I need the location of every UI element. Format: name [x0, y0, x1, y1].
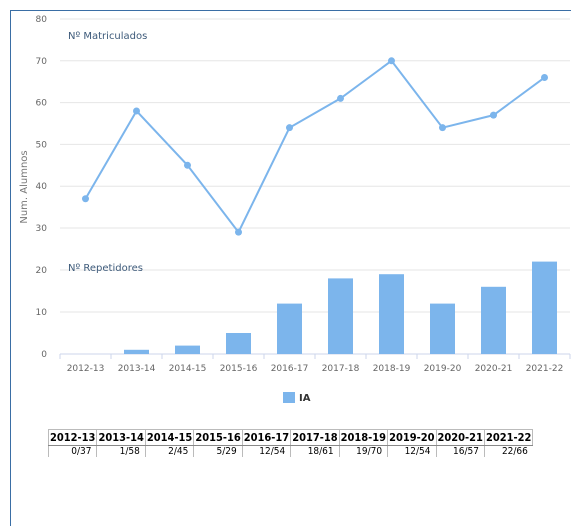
table-header-cell: 2014-15	[144, 429, 195, 446]
bar[interactable]	[379, 274, 404, 354]
data-point[interactable]	[286, 124, 293, 132]
data-point[interactable]	[439, 124, 446, 132]
table-header-cell: 2012-13	[47, 429, 98, 446]
matriculados-title: Nº Matriculados	[68, 31, 147, 42]
x-tick-label: 2016-17	[271, 364, 309, 374]
table-row: 0/37 1/58 2/45 5/29 12/54 18/61 19/70 12/54 16/5…	[47, 445, 533, 457]
data-point[interactable]	[235, 228, 242, 236]
x-tick-label: 2012-13	[67, 364, 105, 374]
table-header-cell: 2020-21	[435, 429, 485, 446]
x-tick-label: 2020-21	[475, 364, 513, 374]
data-point[interactable]	[541, 74, 548, 82]
table-header-cell: 2016-17	[241, 429, 292, 446]
bar[interactable]	[481, 286, 506, 354]
x-tick-label: 2013-14	[118, 364, 156, 374]
table-cell: 2/45	[144, 445, 194, 457]
y-tick-label: 80	[36, 15, 48, 25]
legend-swatch[interactable]	[283, 392, 295, 403]
data-point[interactable]	[184, 161, 191, 169]
data-point[interactable]	[133, 107, 140, 115]
bar[interactable]	[328, 278, 353, 354]
y-tick-label: 0	[41, 350, 47, 360]
bar[interactable]	[532, 261, 557, 354]
y-tick-label: 60	[36, 99, 48, 109]
table-cell: 5/29	[193, 445, 243, 457]
x-tick-label: 2014-15	[169, 364, 207, 374]
legend[interactable]: IA	[283, 392, 311, 404]
summary-table: 2012-13 2013-14 2014-15 2015-16 2016-17 2017-…	[47, 429, 534, 457]
table-cell: 22/66	[483, 445, 533, 457]
table-cell: 18/61	[290, 445, 340, 457]
y-tick-label: 40	[36, 182, 48, 192]
data-point[interactable]	[82, 195, 89, 203]
table-cell: 16/57	[435, 445, 485, 457]
table-cell: 19/70	[338, 445, 388, 457]
table-cell: 12/54	[387, 445, 436, 457]
y-axis-label: Num. Alumnos	[19, 150, 30, 223]
x-tick-label: 2021-22	[526, 364, 564, 374]
series-line	[84, 59, 546, 235]
y-tick-label: 50	[36, 140, 48, 150]
repetidores-title: Nº Repetidores	[68, 263, 143, 274]
y-tick-label: 70	[36, 57, 48, 67]
bar[interactable]	[430, 303, 455, 354]
bar[interactable]	[277, 303, 302, 354]
y-tick-label: 10	[36, 308, 48, 318]
bar[interactable]	[226, 333, 251, 354]
x-tick-label: 2019-20	[424, 364, 462, 374]
data-point[interactable]	[337, 94, 344, 102]
table-header-cell: 2021-22	[483, 429, 534, 446]
table-header-cell: 2018-19	[338, 429, 389, 446]
x-tick-label: 2015-16	[220, 364, 258, 374]
x-tick-label: 2017-18	[322, 364, 360, 374]
table-cell: 12/54	[241, 445, 291, 457]
x-tick-label: 2018-19	[373, 364, 411, 374]
table-header-cell: 2013-14	[96, 429, 146, 446]
data-point[interactable]	[388, 57, 395, 65]
bar[interactable]	[175, 345, 200, 354]
table-header-cell: 2017-18	[290, 429, 340, 446]
data-point[interactable]	[490, 111, 497, 119]
y-tick-label: 20	[36, 266, 48, 276]
bar[interactable]	[124, 349, 149, 354]
table-cell: 1/58	[96, 445, 146, 457]
table-header-cell: 2019-20	[387, 429, 437, 446]
legend-label[interactable]: IA	[299, 393, 311, 404]
table-cell: 0/37	[47, 445, 97, 457]
chart-svg: 80 70 60 50 40 30 20 10 0 2012-13 2013-14 2014-15 2…	[19, 15, 571, 404]
table-header-row: 2012-13 2013-14 2014-15 2015-16 2016-17 2017-…	[47, 429, 534, 446]
y-tick-label: 30	[36, 224, 48, 234]
table-header-cell: 2015-16	[193, 429, 243, 446]
